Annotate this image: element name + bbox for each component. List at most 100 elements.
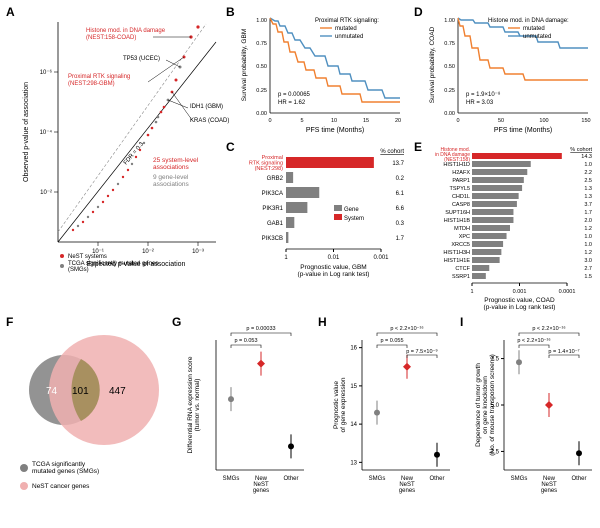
panel-B-label: B — [226, 5, 235, 19]
svg-text:NewNeSTgenes: NewNeSTgenes — [399, 476, 415, 494]
svg-text:Other: Other — [429, 476, 444, 482]
svg-text:447: 447 — [109, 386, 126, 397]
svg-text:unmutated: unmutated — [335, 34, 363, 40]
svg-text:p = 0.00033: p = 0.00033 — [246, 326, 275, 332]
svg-text:0: 0 — [268, 118, 271, 124]
svg-text:0.75: 0.75 — [444, 41, 455, 47]
svg-text:101: 101 — [72, 386, 89, 397]
panel-I: SMGsNewNeSTgenesOther2.55.07.5p < 2.2×10… — [470, 320, 600, 520]
svg-text:Observed p-value of associatio: Observed p-value of association — [23, 82, 30, 182]
svg-text:PIK3CA: PIK3CA — [262, 191, 283, 197]
svg-text:NewNeSTgenes: NewNeSTgenes — [541, 476, 557, 494]
svg-text:6.1: 6.1 — [396, 191, 405, 197]
svg-text:1.00: 1.00 — [444, 18, 455, 24]
svg-text:9 gene-levelassociations: 9 gene-levelassociations — [153, 174, 190, 188]
svg-text:XRCC5: XRCC5 — [451, 242, 470, 248]
svg-text:150: 150 — [581, 118, 590, 124]
svg-text:1.7: 1.7 — [396, 236, 405, 242]
svg-text:5: 5 — [300, 118, 303, 124]
svg-text:SMGs: SMGs — [223, 476, 240, 482]
panel-A-label: A — [6, 5, 15, 19]
svg-text:0.25: 0.25 — [256, 88, 267, 94]
panel-D: Histone mod. in DNA damage: mutated unmu… — [426, 10, 596, 135]
svg-text:CTCF: CTCF — [455, 266, 470, 272]
svg-text:2.5: 2.5 — [584, 178, 592, 184]
svg-text:100: 100 — [539, 118, 548, 124]
svg-text:GRB2: GRB2 — [267, 176, 284, 182]
svg-text:mutated: mutated — [335, 26, 357, 32]
svg-text:TSPYL5: TSPYL5 — [450, 186, 470, 192]
svg-text:1.00: 1.00 — [256, 18, 267, 24]
svg-text:20: 20 — [395, 118, 401, 124]
svg-text:HIST1H3H: HIST1H3H — [443, 250, 470, 256]
svg-text:0.25: 0.25 — [444, 88, 455, 94]
svg-text:14.3: 14.3 — [581, 154, 592, 160]
panel-H-label: H — [318, 315, 327, 329]
svg-text:10⁻⁶: 10⁻⁶ — [40, 69, 53, 76]
svg-text:16: 16 — [350, 346, 357, 352]
svg-text:PIK3CB: PIK3CB — [262, 236, 283, 242]
svg-text:0.50: 0.50 — [444, 64, 455, 70]
svg-text:Dependence of tumor growthon g: Dependence of tumor growthon gene knockd… — [475, 354, 496, 456]
svg-text:0.75: 0.75 — [256, 41, 267, 47]
svg-text:p = 0.053: p = 0.053 — [234, 338, 257, 344]
panel-B: Proximal RTK signaling: mutated unmutate… — [238, 10, 408, 135]
svg-text:Histone mod.in DNA damage(NEST: Histone mod.in DNA damage(NEST:158) — [435, 147, 470, 163]
svg-text:50: 50 — [498, 118, 504, 124]
svg-text:unmutated: unmutated — [523, 34, 551, 40]
svg-text:1.0: 1.0 — [584, 162, 592, 168]
svg-text:0.2: 0.2 — [396, 176, 405, 182]
svg-text:Prognostic value, COAD(p-value: Prognostic value, COAD(p-value in Log ra… — [484, 297, 556, 311]
svg-text:ProximalRTK signaling(NEST:298: ProximalRTK signaling(NEST:298) — [249, 155, 283, 172]
panel-C-label: C — [226, 140, 235, 154]
svg-text:0.3: 0.3 — [396, 221, 405, 227]
svg-text:1.2: 1.2 — [584, 226, 592, 232]
svg-text:0.00: 0.00 — [256, 111, 267, 117]
svg-text:Other: Other — [283, 476, 298, 482]
svg-text:% cohort: % cohort — [570, 147, 592, 153]
svg-text:p < 2.2×10⁻¹⁶: p < 2.2×10⁻¹⁶ — [517, 337, 550, 344]
svg-text:0.0001: 0.0001 — [559, 289, 576, 295]
svg-text:p = 1.4×10⁻⁷: p = 1.4×10⁻⁷ — [548, 348, 579, 355]
svg-text:p < 2.2×10⁻¹⁶: p < 2.2×10⁻¹⁶ — [532, 325, 565, 332]
svg-text:PIK3R1: PIK3R1 — [262, 206, 283, 212]
svg-text:0.001: 0.001 — [513, 289, 527, 295]
svg-text:14: 14 — [350, 422, 357, 428]
svg-text:H2AFX: H2AFX — [452, 170, 470, 176]
svg-text:CASP8: CASP8 — [452, 202, 470, 208]
svg-text:Survival probability, GBM: Survival probability, GBM — [241, 29, 248, 102]
svg-text:Expected p-value of associatio: Expected p-value of association — [87, 261, 186, 268]
svg-text:Gene: Gene — [344, 207, 359, 213]
svg-text:FDR = 0.3: FDR = 0.3 — [123, 141, 146, 166]
svg-text:PFS time (Months): PFS time (Months) — [306, 127, 364, 134]
svg-text:15: 15 — [363, 118, 369, 124]
svg-text:Differential RNA expression sc: Differential RNA expression score(tumor … — [187, 356, 201, 453]
svg-text:NewNeSTgenes: NewNeSTgenes — [253, 476, 269, 494]
svg-text:IDH1 (GBM): IDH1 (GBM) — [190, 104, 223, 110]
panel-G: SMGs NewNeSTgenes Other p = 0.053 p = 0.0003… — [182, 320, 317, 520]
svg-text:10⁻⁴: 10⁻⁴ — [40, 129, 53, 136]
svg-text:Prognostic value, GBM(p-value: Prognostic value, GBM(p-value in Log ran… — [298, 264, 370, 278]
svg-text:1.3: 1.3 — [584, 186, 592, 192]
svg-text:Proximal RTK signaling:: Proximal RTK signaling: — [315, 18, 379, 24]
svg-text:25 system-levelassociations: 25 system-levelassociations — [153, 157, 199, 171]
svg-text:HIST1H1D: HIST1H1D — [443, 162, 470, 168]
svg-text:Histone mod. in DNA damage(NES: Histone mod. in DNA damage(NEST:158-COAD… — [86, 28, 166, 41]
svg-text:10: 10 — [331, 118, 337, 124]
svg-text:% cohort: % cohort — [380, 149, 404, 155]
svg-text:6.6: 6.6 — [396, 206, 405, 212]
panel-I-label: I — [460, 315, 463, 329]
svg-text:1.3: 1.3 — [584, 194, 592, 200]
svg-text:2.7: 2.7 — [584, 266, 592, 272]
svg-text:1.7: 1.7 — [584, 210, 592, 216]
panel-E-label: E — [414, 140, 422, 154]
svg-text:1.5: 1.5 — [584, 274, 592, 280]
svg-text:15: 15 — [350, 384, 357, 390]
svg-text:74: 74 — [46, 386, 58, 397]
svg-text:0: 0 — [456, 118, 459, 124]
svg-text:2.2: 2.2 — [584, 170, 592, 176]
svg-text:p = 1.9×10⁻⁸: p = 1.9×10⁻⁸ — [466, 91, 501, 98]
svg-text:Histone mod. in DNA damage:: Histone mod. in DNA damage: — [488, 18, 569, 24]
svg-text:Survival probability, COAD: Survival probability, COAD — [429, 26, 436, 103]
svg-text:NeST cancer genes: NeST cancer genes — [32, 483, 90, 490]
